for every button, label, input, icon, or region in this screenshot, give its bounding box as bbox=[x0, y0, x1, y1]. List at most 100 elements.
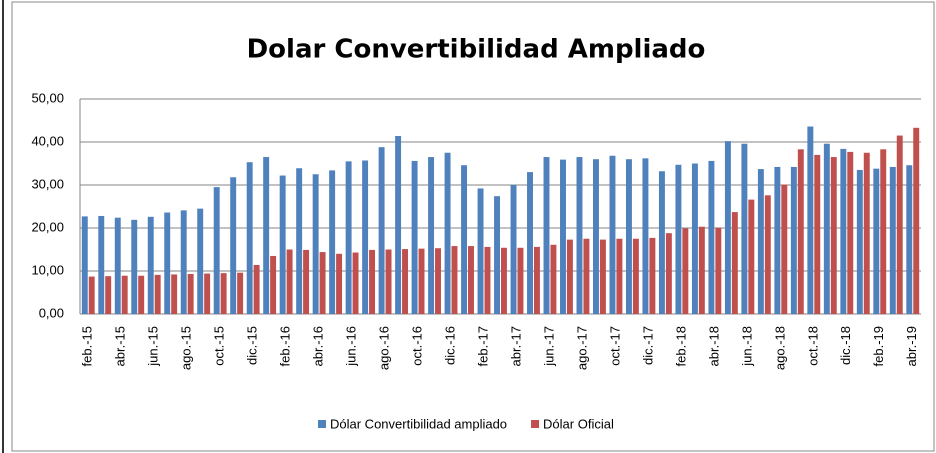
bar bbox=[246, 162, 253, 314]
x-tick-label: feb.-18 bbox=[673, 326, 688, 366]
bar bbox=[352, 252, 359, 314]
bar bbox=[494, 196, 500, 314]
x-tick-label: abr.-15 bbox=[113, 326, 128, 366]
bar bbox=[625, 159, 632, 314]
bar bbox=[847, 151, 854, 314]
bar bbox=[147, 216, 154, 314]
bar bbox=[616, 238, 623, 314]
bar bbox=[362, 160, 369, 314]
bar bbox=[451, 246, 458, 314]
bar bbox=[880, 149, 887, 314]
chart-title: Dolar Convertibilidad Ampliado bbox=[247, 35, 706, 65]
x-tick-label: dic.-18 bbox=[838, 326, 853, 365]
bar bbox=[197, 208, 204, 314]
bar bbox=[461, 165, 468, 314]
bar bbox=[402, 249, 408, 314]
bar bbox=[204, 273, 211, 314]
x-tick-label: abr.-19 bbox=[904, 326, 919, 366]
bar bbox=[543, 157, 550, 314]
bar bbox=[560, 159, 566, 314]
bar bbox=[187, 274, 194, 314]
x-tick-label: oct.-15 bbox=[212, 326, 227, 366]
bar bbox=[550, 244, 557, 314]
bar bbox=[319, 252, 326, 314]
x-tick-label: feb.-16 bbox=[278, 326, 293, 366]
x-tick-label: ago.-15 bbox=[179, 326, 194, 370]
bar bbox=[790, 166, 797, 314]
x-tick-label: feb.-19 bbox=[871, 326, 886, 366]
bar bbox=[576, 157, 583, 314]
bar bbox=[896, 135, 903, 314]
bar bbox=[411, 160, 418, 314]
x-tick-label: oct.-17 bbox=[607, 326, 622, 366]
bar bbox=[253, 264, 260, 314]
bar bbox=[840, 148, 847, 314]
bar bbox=[658, 171, 665, 314]
bar bbox=[863, 152, 870, 314]
bar bbox=[270, 255, 277, 314]
bar bbox=[642, 158, 649, 314]
x-tick-label: ago.-16 bbox=[377, 326, 392, 370]
bar bbox=[395, 135, 402, 314]
bar bbox=[138, 275, 145, 314]
bar bbox=[131, 219, 138, 314]
bar bbox=[213, 187, 220, 314]
bar bbox=[715, 227, 722, 314]
bar bbox=[527, 172, 533, 314]
bar bbox=[698, 226, 705, 314]
bar bbox=[807, 126, 814, 315]
bar bbox=[632, 238, 639, 314]
x-tick-label: dic.-17 bbox=[640, 326, 655, 365]
bar bbox=[88, 276, 95, 314]
bar bbox=[748, 199, 755, 314]
bar bbox=[731, 212, 738, 314]
x-tick-label: oct.-18 bbox=[805, 326, 820, 366]
bar bbox=[764, 195, 771, 314]
bar bbox=[98, 215, 105, 314]
x-tick-label: dic.-16 bbox=[442, 326, 457, 365]
bar bbox=[312, 174, 319, 314]
legend-swatch bbox=[318, 420, 326, 428]
x-tick-label: abr.-16 bbox=[311, 326, 326, 366]
bar bbox=[345, 161, 352, 314]
y-tick-label: 50,00 bbox=[31, 90, 64, 105]
bar bbox=[484, 246, 491, 314]
bar bbox=[385, 249, 392, 314]
bar bbox=[823, 143, 830, 314]
bar bbox=[599, 239, 606, 314]
legend-swatch bbox=[531, 420, 540, 428]
bar bbox=[814, 154, 821, 314]
bar bbox=[724, 141, 731, 314]
bar bbox=[81, 216, 88, 314]
bar bbox=[856, 169, 863, 314]
bar bbox=[444, 152, 451, 314]
bar bbox=[428, 157, 435, 314]
bar bbox=[517, 247, 524, 314]
bar bbox=[105, 276, 112, 314]
bar bbox=[774, 166, 781, 314]
bar bbox=[336, 253, 343, 314]
bar bbox=[510, 185, 517, 314]
x-tick-label: feb.-15 bbox=[80, 326, 95, 366]
bar bbox=[220, 273, 227, 314]
x-tick-label: jun.-16 bbox=[344, 326, 359, 367]
bar bbox=[501, 247, 507, 314]
bar bbox=[171, 274, 178, 314]
x-tick-label: ago.-17 bbox=[574, 326, 589, 370]
x-tick-label: oct.-16 bbox=[409, 326, 424, 366]
bar bbox=[781, 184, 788, 314]
bar bbox=[741, 143, 748, 314]
bar bbox=[378, 147, 385, 314]
y-tick-label: 20,00 bbox=[31, 219, 64, 234]
bar bbox=[889, 166, 896, 314]
bar bbox=[649, 237, 656, 314]
bar bbox=[164, 212, 171, 314]
bar bbox=[468, 246, 474, 314]
bar bbox=[329, 170, 336, 314]
bar bbox=[230, 177, 237, 314]
bar bbox=[906, 165, 913, 314]
bar bbox=[121, 275, 128, 314]
bar bbox=[303, 249, 310, 314]
bar bbox=[873, 168, 880, 314]
